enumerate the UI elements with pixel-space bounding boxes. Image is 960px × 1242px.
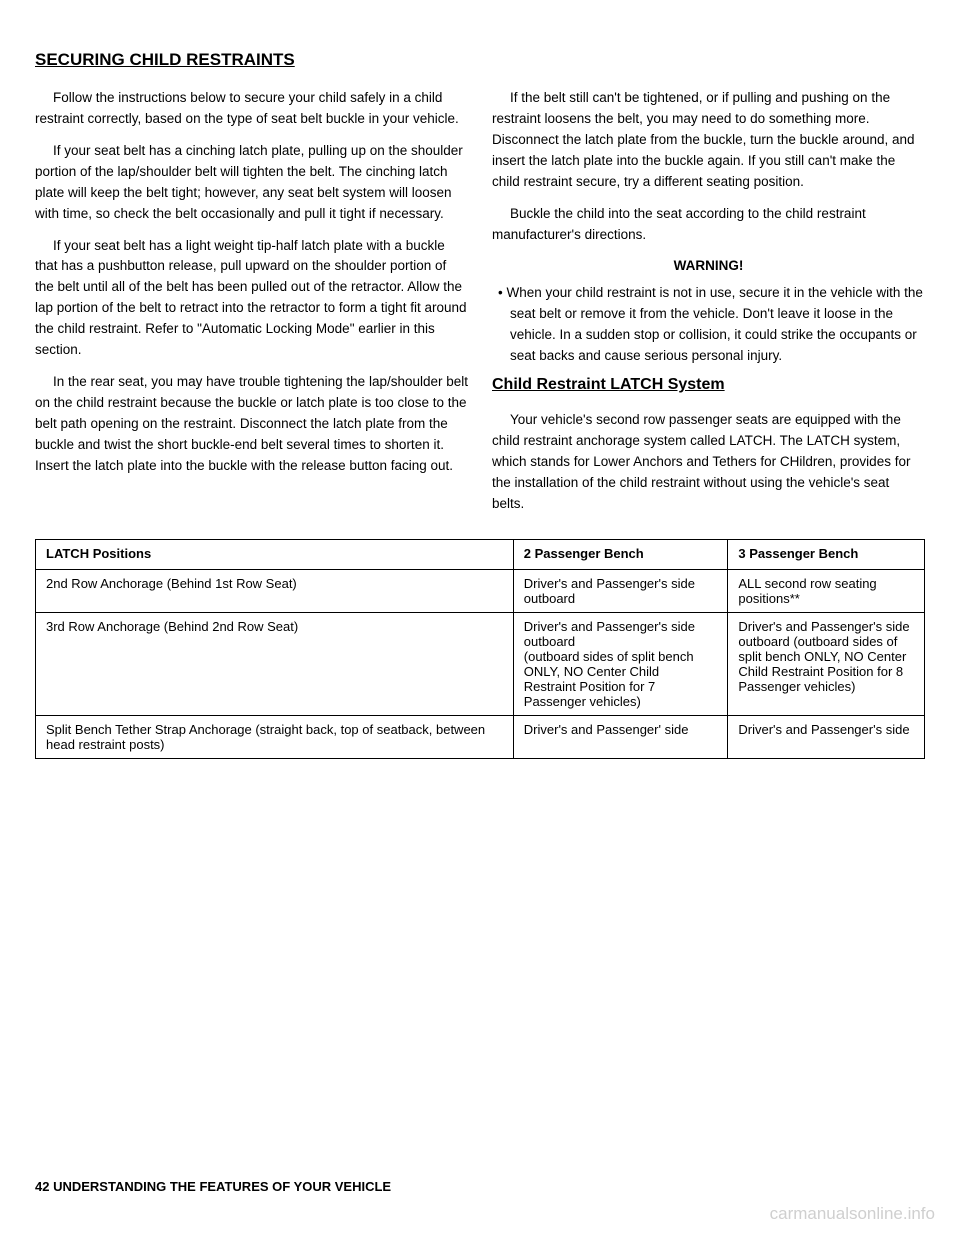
table-header-cell: 2 Passenger Bench	[513, 540, 728, 570]
table-cell: Driver's and Passenger' side	[513, 716, 728, 759]
table-cell: Split Bench Tether Strap Anchorage (stra…	[36, 716, 514, 759]
table-row: 3rd Row Anchorage (Behind 2nd Row Seat) …	[36, 613, 925, 716]
table-cell: Driver's and Passenger's side	[728, 716, 925, 759]
watermark: carmanualsonline.info	[770, 1204, 935, 1224]
left-para-4: In the rear seat, you may have trouble t…	[35, 372, 468, 477]
warning-label: WARNING!	[492, 256, 925, 277]
left-para-2: If your seat belt has a cinching latch p…	[35, 141, 468, 225]
warning-bullet: When your child restraint is not in use,…	[492, 283, 925, 367]
table-cell: ALL second row seating positions**	[728, 570, 925, 613]
table-header-cell: LATCH Positions	[36, 540, 514, 570]
table-cell: Driver's and Passenger's side outboard (…	[513, 613, 728, 716]
main-heading: SECURING CHILD RESTRAINTS	[35, 50, 925, 70]
table-cell: 3rd Row Anchorage (Behind 2nd Row Seat)	[36, 613, 514, 716]
right-column: If the belt still can't be tightened, or…	[492, 88, 925, 525]
table-cell: Driver's and Passenger's side outboard (…	[728, 613, 925, 716]
table-cell: Driver's and Passenger's side outboard	[513, 570, 728, 613]
latch-heading: Child Restraint LATCH System	[492, 373, 925, 398]
latch-positions-table: LATCH Positions 2 Passenger Bench 3 Pass…	[35, 539, 925, 759]
page-footer: 42 UNDERSTANDING THE FEATURES OF YOUR VE…	[35, 1179, 391, 1194]
two-column-text: Follow the instructions below to secure …	[35, 88, 925, 525]
left-para-1: Follow the instructions below to secure …	[35, 88, 468, 130]
table-row: Split Bench Tether Strap Anchorage (stra…	[36, 716, 925, 759]
right-para-2: Buckle the child into the seat according…	[492, 204, 925, 246]
right-para-1: If the belt still can't be tightened, or…	[492, 88, 925, 193]
table-cell: 2nd Row Anchorage (Behind 1st Row Seat)	[36, 570, 514, 613]
left-para-3: If your seat belt has a light weight tip…	[35, 236, 468, 362]
table-header-row: LATCH Positions 2 Passenger Bench 3 Pass…	[36, 540, 925, 570]
left-column: Follow the instructions below to secure …	[35, 88, 468, 525]
table-row: 2nd Row Anchorage (Behind 1st Row Seat) …	[36, 570, 925, 613]
table-header-cell: 3 Passenger Bench	[728, 540, 925, 570]
latch-para-1: Your vehicle's second row passenger seat…	[492, 410, 925, 515]
